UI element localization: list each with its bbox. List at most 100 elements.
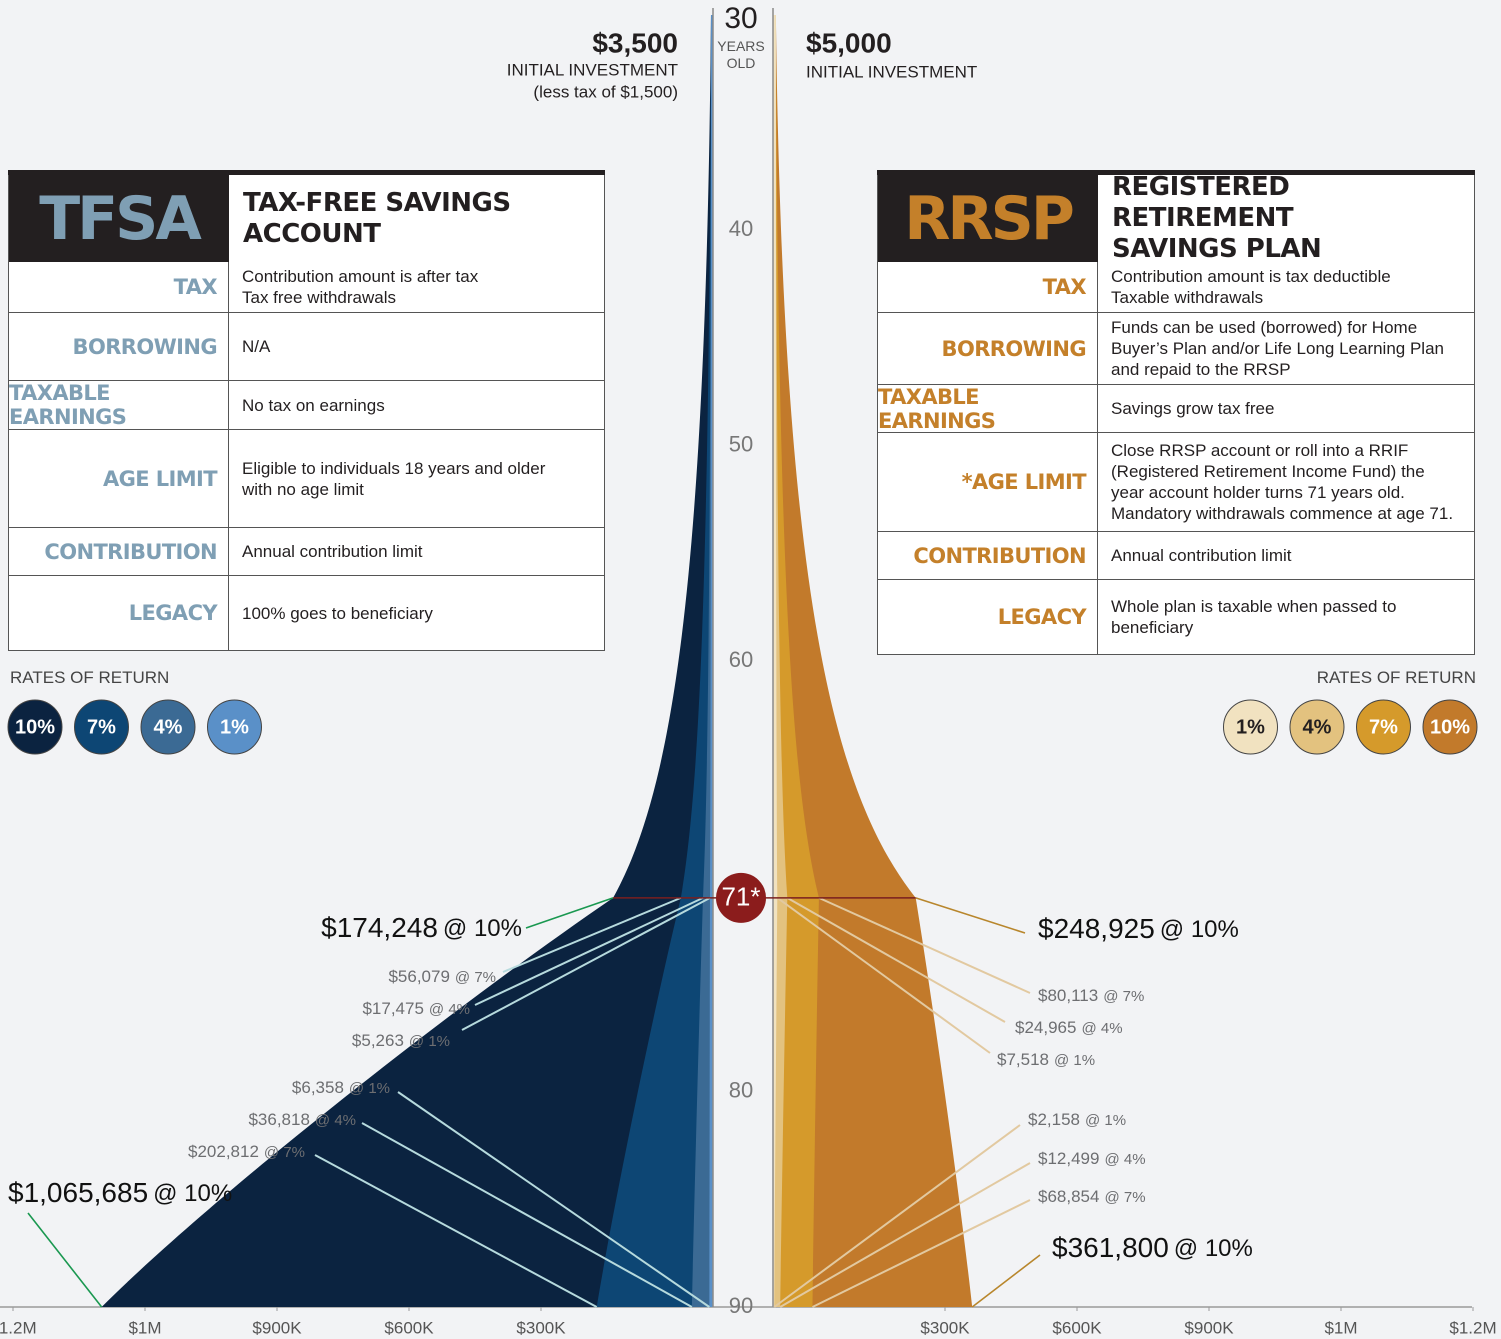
value-amount: $36,818 bbox=[248, 1110, 309, 1129]
leader-line bbox=[461, 896, 711, 1031]
x-tick-label: $600K bbox=[384, 1318, 434, 1337]
table-row: BORROWING N/A bbox=[8, 313, 605, 381]
y-tick-label: 80 bbox=[729, 1077, 753, 1102]
rate-label: @ 10% bbox=[1174, 1235, 1253, 1262]
value-label: $248,925 @ 10% bbox=[1038, 913, 1239, 944]
value-amount: $361,800 bbox=[1052, 1232, 1169, 1263]
x-tick-label: $300K bbox=[516, 1318, 566, 1337]
initial-amount: $3,500 bbox=[592, 27, 678, 58]
legend-swatch bbox=[1223, 699, 1278, 755]
info-table: RRSP REGISTERED RETIREMENT SAVINGS PLAN TA… bbox=[877, 170, 1475, 655]
area bbox=[596, 15, 713, 1307]
value-label: $24,965 @ 4% bbox=[1015, 1018, 1123, 1037]
rate-label: @ 1% bbox=[349, 1080, 390, 1097]
value-amount: $2,158 bbox=[1028, 1110, 1080, 1129]
row-text: Annual contribution limit bbox=[1111, 546, 1292, 565]
legend-swatch bbox=[7, 699, 63, 755]
row-label: CONTRIBUTION bbox=[9, 528, 229, 575]
x-tick-label: $600K bbox=[1052, 1318, 1102, 1337]
leader-line bbox=[525, 897, 614, 929]
row-label: TAX bbox=[878, 262, 1098, 312]
value-amount: $17,475 bbox=[362, 999, 423, 1018]
legend-label: 7% bbox=[1369, 716, 1398, 738]
value-label: $68,854 @ 7% bbox=[1038, 1187, 1146, 1206]
row-text: N/A bbox=[242, 337, 271, 356]
row-text: 100% goes to beneficiary bbox=[242, 603, 433, 623]
row-label: BORROWING bbox=[878, 313, 1098, 384]
rate-label: @ 7% bbox=[1103, 988, 1144, 1005]
leader-line bbox=[971, 1254, 1041, 1308]
area bbox=[691, 15, 713, 1307]
row-label: AGE LIMIT bbox=[9, 430, 229, 527]
value-label: $6,358 @ 1% bbox=[292, 1078, 390, 1097]
leader-line bbox=[502, 896, 682, 973]
legend-swatch bbox=[1422, 699, 1478, 755]
value-label: $7,518 @ 1% bbox=[997, 1050, 1095, 1069]
rate-label: @ 1% bbox=[1054, 1052, 1095, 1069]
legend-swatch bbox=[1289, 699, 1345, 755]
row-text: Close RRSP account or roll into a RRIF (… bbox=[1111, 441, 1454, 523]
initial-text: INITIAL INVESTMENT bbox=[806, 62, 977, 81]
value-amount: $80,113 bbox=[1038, 986, 1098, 1005]
value-label: $36,818 @ 4% bbox=[248, 1110, 356, 1129]
value-amount: $6,358 bbox=[292, 1078, 344, 1097]
rates-title: RATES OF RETURN bbox=[1316, 668, 1476, 687]
y-tick-label: 40 bbox=[729, 216, 753, 241]
value-label: $5,263 @ 1% bbox=[352, 1031, 450, 1050]
table-title: REGISTERED RETIREMENT SAVINGS PLAN bbox=[1112, 172, 1322, 264]
legend-label: 10% bbox=[15, 716, 55, 738]
table-row: TAXABLE EARNINGS No tax on earnings bbox=[8, 381, 605, 430]
legend-label: 1% bbox=[1236, 716, 1265, 738]
leader-line bbox=[786, 896, 1006, 1023]
initial-text: INITIAL INVESTMENT bbox=[507, 60, 678, 79]
initial-amount: $5,000 bbox=[806, 27, 892, 58]
table-header: TFSA TAX-FREE SAVINGS ACCOUNT bbox=[8, 175, 605, 262]
marker-badge bbox=[716, 872, 766, 923]
table-header: RRSP REGISTERED RETIREMENT SAVINGS PLAN bbox=[877, 172, 1475, 264]
legend-label: 4% bbox=[1303, 716, 1332, 738]
leader-line bbox=[361, 1122, 693, 1308]
row-text: Funds can be used (borrowed) for Home Bu… bbox=[1111, 318, 1444, 379]
table-title: TAX-FREE SAVINGS ACCOUNT bbox=[243, 187, 511, 249]
info-table: TFSA TAX-FREE SAVINGS ACCOUNT TAX Contribut… bbox=[8, 170, 605, 651]
legend-label: 4% bbox=[154, 716, 183, 738]
legend-swatch bbox=[74, 699, 129, 755]
leader-line bbox=[915, 897, 1026, 934]
rate-label: @ 10% bbox=[1160, 916, 1239, 943]
value-amount: $248,925 bbox=[1038, 913, 1155, 944]
value-amount: $68,854 bbox=[1038, 1187, 1099, 1206]
row-text: No tax on earnings bbox=[242, 395, 385, 415]
leader-line bbox=[314, 1154, 598, 1308]
rate-label: @ 1% bbox=[409, 1033, 450, 1050]
table-abbr: TFSA bbox=[9, 175, 229, 262]
row-label: CONTRIBUTION bbox=[878, 532, 1098, 579]
leader-line bbox=[779, 1162, 1031, 1308]
value-amount: $56,079 bbox=[388, 967, 449, 986]
rate-label: @ 7% bbox=[1104, 1189, 1145, 1206]
rates-title: RATES OF RETURN bbox=[10, 668, 170, 687]
table-abbr: RRSP bbox=[878, 175, 1098, 262]
row-text: Savings grow tax free bbox=[1111, 399, 1275, 418]
x-tick-label: $1M bbox=[1324, 1318, 1357, 1337]
value-label: $174,248 @ 10% bbox=[321, 912, 522, 943]
rate-label: @ 4% bbox=[1104, 1151, 1145, 1168]
table-row: AGE LIMIT Eligible to individuals 18 year… bbox=[8, 430, 605, 528]
table-row: TAX Contribution amount is tax deductible… bbox=[877, 262, 1475, 313]
leader-line bbox=[812, 1199, 1031, 1308]
value-amount: $7,518 bbox=[997, 1050, 1049, 1069]
value-label: $2,158 @ 1% bbox=[1028, 1110, 1126, 1129]
leader-line bbox=[818, 896, 1031, 994]
table-row: TAX Contribution amount is after tax Tax … bbox=[8, 262, 605, 313]
area bbox=[709, 15, 713, 1307]
x-tick-label: $1.2M bbox=[1449, 1318, 1496, 1337]
leader-line bbox=[773, 1124, 1021, 1308]
legend-label: 1% bbox=[220, 716, 249, 738]
leader-line bbox=[776, 897, 991, 1054]
table-row: LEGACY Whole plan is taxable when passed … bbox=[877, 580, 1475, 655]
value-amount: $174,248 bbox=[321, 912, 438, 943]
row-label: LEGACY bbox=[878, 580, 1098, 654]
x-tick-label: $300K bbox=[920, 1318, 970, 1337]
row-label: TAXABLE EARNINGS bbox=[878, 385, 1098, 433]
row-text: Annual contribution limit bbox=[242, 542, 423, 561]
